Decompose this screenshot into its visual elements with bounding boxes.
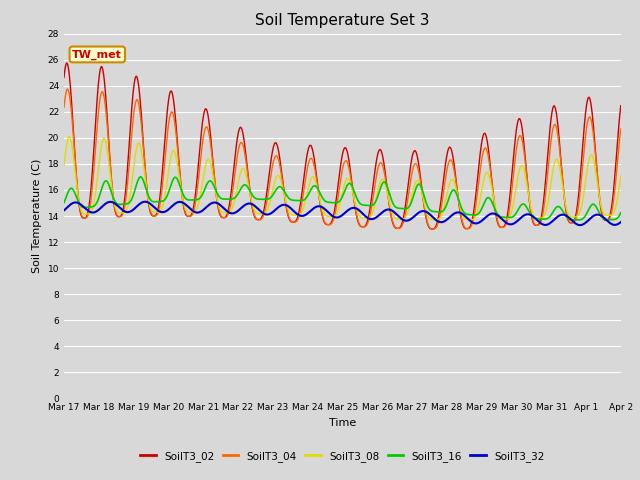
SoilT3_08 [236, 172, 244, 178]
SoilT3_16 [137, 174, 145, 180]
SoilT3_02 [236, 125, 244, 131]
SoilT3_08 [376, 180, 384, 186]
SoilT3_02 [63, 60, 71, 66]
SoilT3_08 [542, 209, 550, 215]
SoilT3_32 [609, 222, 617, 228]
Line: SoilT3_32: SoilT3_32 [64, 202, 621, 225]
SoilT3_16 [617, 210, 625, 216]
SoilT3_04 [511, 163, 518, 168]
SoilT3_16 [116, 202, 124, 207]
SoilT3_02 [609, 190, 617, 196]
SoilT3_16 [542, 216, 550, 222]
SoilT3_04 [609, 200, 617, 205]
SoilT3_04 [429, 226, 436, 232]
SoilT3_08 [609, 211, 617, 216]
SoilT3_04 [542, 189, 550, 194]
Line: SoilT3_16: SoilT3_16 [64, 177, 621, 220]
Title: Soil Temperature Set 3: Soil Temperature Set 3 [255, 13, 429, 28]
SoilT3_32 [510, 220, 518, 226]
SoilT3_04 [116, 214, 124, 219]
SoilT3_16 [376, 187, 384, 192]
SoilT3_04 [63, 86, 71, 92]
SoilT3_16 [510, 213, 518, 218]
Legend: SoilT3_02, SoilT3_04, SoilT3_08, SoilT3_16, SoilT3_32: SoilT3_02, SoilT3_04, SoilT3_08, SoilT3_… [136, 447, 549, 466]
SoilT3_16 [573, 217, 581, 223]
SoilT3_08 [511, 195, 518, 201]
SoilT3_32 [617, 219, 625, 225]
Line: SoilT3_08: SoilT3_08 [64, 137, 621, 220]
SoilT3_02 [428, 226, 436, 232]
SoilT3_32 [577, 222, 584, 228]
SoilT3_08 [60, 163, 68, 168]
SoilT3_32 [141, 199, 149, 204]
SoilT3_32 [542, 222, 550, 228]
Line: SoilT3_04: SoilT3_04 [64, 89, 621, 229]
SoilT3_04 [376, 160, 384, 166]
SoilT3_08 [116, 210, 124, 216]
SoilT3_08 [65, 134, 73, 140]
SoilT3_32 [236, 206, 244, 212]
SoilT3_04 [236, 141, 244, 147]
SoilT3_02 [376, 147, 384, 153]
SoilT3_16 [609, 216, 617, 222]
SoilT3_02 [116, 214, 124, 219]
Y-axis label: Soil Temperature (C): Soil Temperature (C) [32, 159, 42, 273]
SoilT3_08 [617, 173, 625, 179]
SoilT3_08 [465, 217, 472, 223]
SoilT3_02 [511, 144, 518, 150]
Text: TW_met: TW_met [72, 49, 122, 60]
Line: SoilT3_02: SoilT3_02 [64, 63, 621, 229]
SoilT3_04 [617, 126, 625, 132]
SoilT3_32 [376, 211, 384, 217]
SoilT3_32 [116, 204, 124, 210]
X-axis label: Time: Time [329, 418, 356, 428]
SoilT3_02 [542, 174, 550, 180]
SoilT3_04 [60, 105, 68, 110]
SoilT3_16 [236, 187, 244, 193]
SoilT3_32 [60, 207, 68, 213]
SoilT3_02 [617, 103, 625, 108]
SoilT3_16 [60, 200, 68, 205]
SoilT3_02 [60, 74, 68, 80]
